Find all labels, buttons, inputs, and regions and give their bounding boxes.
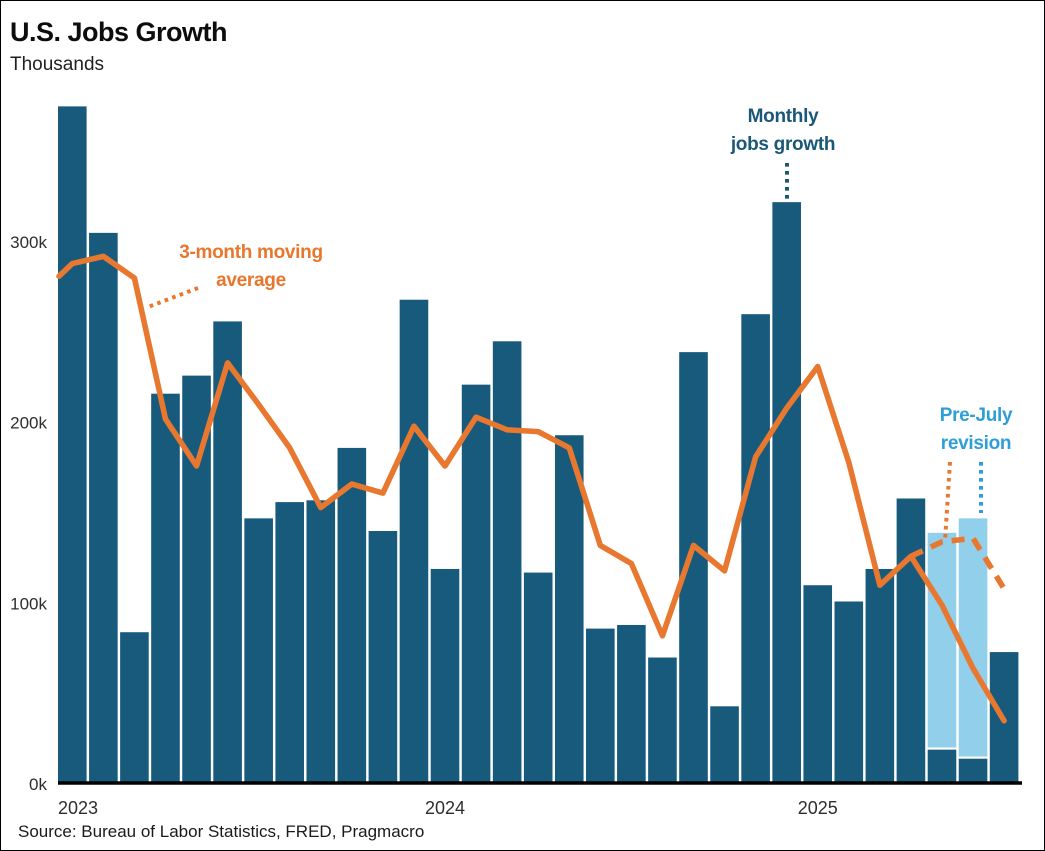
bar-apr-2024 — [523, 572, 553, 784]
bar-nov-2024 — [741, 314, 770, 784]
bar-oct-2023 — [337, 447, 367, 784]
bar-mar-2024 — [492, 341, 522, 784]
pre-july-revision-annotation: Pre-July revision — [939, 405, 1013, 454]
bar-jan-2023 — [58, 106, 87, 784]
ma-leader-line — [147, 286, 199, 309]
bar-feb-2025 — [834, 601, 864, 784]
bar-jan-2025 — [803, 585, 833, 784]
source-citation: Source: Bureau of Labor Statistics, FRED… — [18, 822, 425, 841]
y-tick-300k: 300k — [10, 233, 47, 252]
bar-jul-2024 — [617, 624, 646, 784]
bar-apr-2025 — [896, 498, 926, 784]
bar-sep-2023 — [306, 500, 336, 784]
bar-mar-2025 — [865, 568, 895, 784]
bar-aug-2024 — [648, 657, 677, 784]
bar-jun-2024 — [586, 628, 615, 784]
x-tick-2025: 2025 — [798, 798, 838, 818]
bar-aug-2023 — [275, 502, 305, 784]
pre-july-orange-leader-line — [943, 461, 952, 542]
y-tick-200k: 200k — [10, 414, 47, 433]
page-title: U.S. Jobs Growth — [10, 17, 228, 47]
bar-jan-2024 — [430, 568, 460, 784]
moving-average-annotation: 3-month moving average — [179, 242, 323, 291]
bar-mar-2023 — [120, 632, 149, 784]
bar-apr-2023 — [151, 393, 180, 784]
x-tick-2023: 2023 — [58, 798, 98, 818]
page-subtitle: Thousands — [10, 54, 105, 75]
bar-jul-2023 — [244, 518, 273, 784]
pre-revision-bar-may-2025 — [927, 532, 957, 748]
bar-feb-2024 — [461, 384, 491, 784]
bar-oct-2024 — [710, 706, 739, 784]
x-tick-2024: 2024 — [425, 798, 465, 818]
bar-nov-2023 — [368, 531, 398, 784]
pre-revision-bar-jun-2025 — [958, 518, 988, 757]
bar-may-2024 — [554, 435, 584, 784]
bar-dec-2023 — [399, 299, 429, 784]
bar-may-2025 — [927, 749, 957, 784]
y-tick-100k: 100k — [10, 594, 47, 613]
bar-feb-2023 — [89, 232, 118, 785]
bar-dec-2024 — [772, 202, 801, 784]
pre-revision-ma-dashed-line — [909, 535, 1007, 591]
monthly-jobs-growth-annotation: Monthly jobs growth — [730, 106, 836, 155]
y-tick-0k: 0k — [29, 775, 47, 794]
moving-average-line — [56, 253, 1007, 724]
bar-jun-2025 — [958, 758, 988, 784]
